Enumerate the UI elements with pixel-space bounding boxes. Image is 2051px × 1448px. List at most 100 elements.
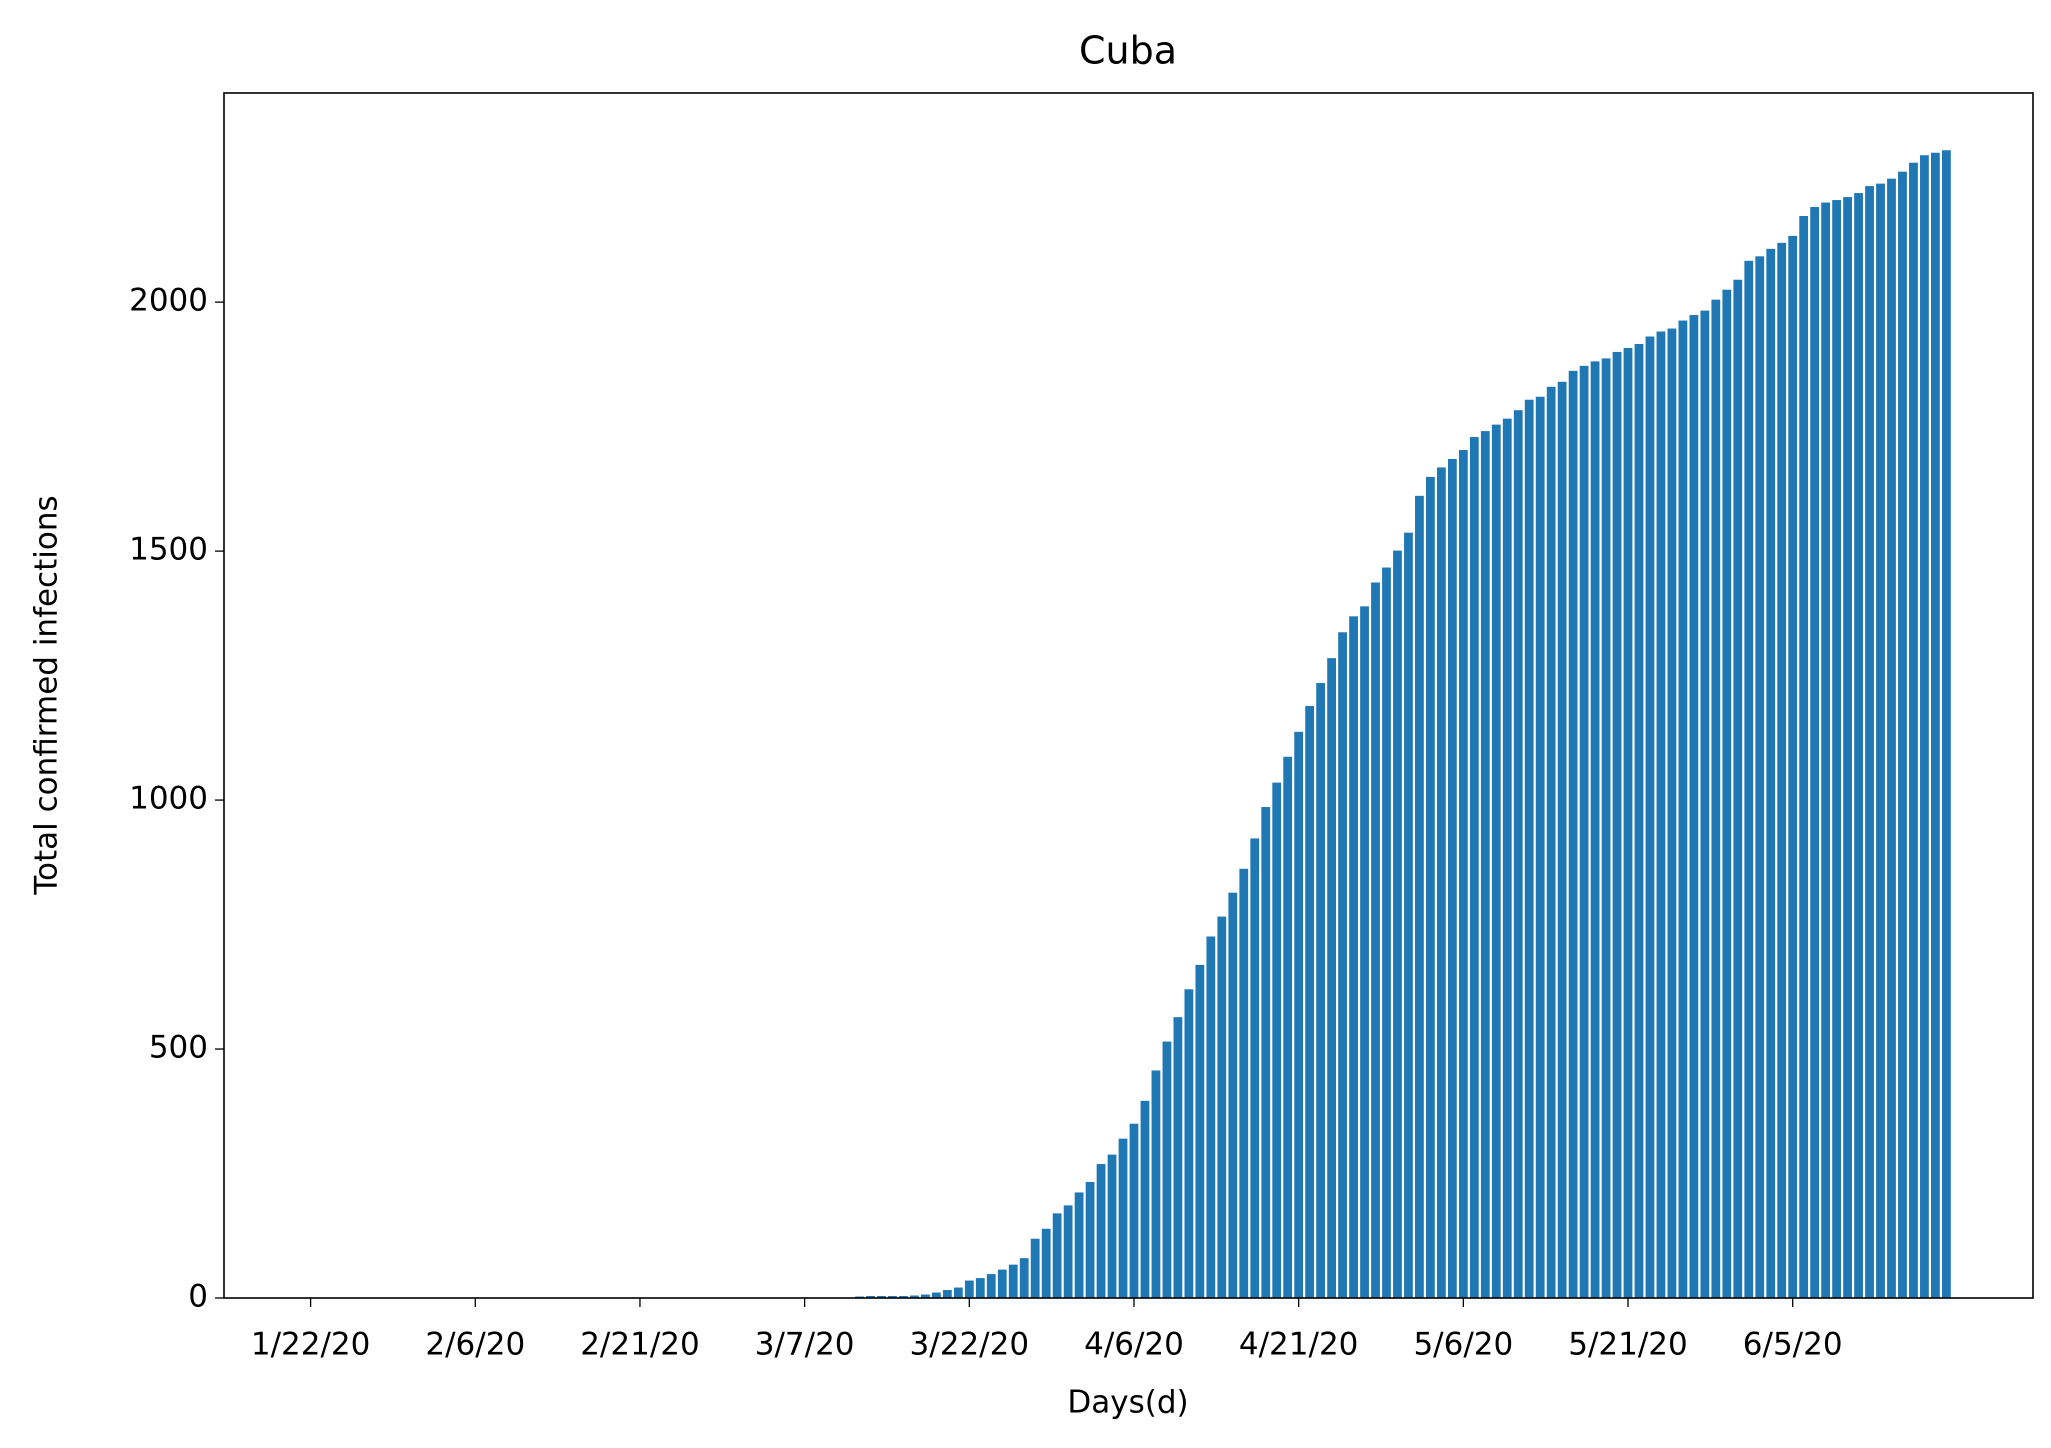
bar xyxy=(1283,756,1293,1298)
bar xyxy=(1931,152,1940,1298)
x-tick-label: 5/6/20 xyxy=(1413,1327,1513,1363)
bar xyxy=(1645,336,1655,1299)
bar xyxy=(1360,606,1369,1298)
bar xyxy=(1865,186,1874,1298)
bar xyxy=(1382,567,1391,1298)
y-axis-label: Total confirmed infections xyxy=(29,495,65,895)
bar xyxy=(1711,299,1721,1298)
bar xyxy=(899,1296,908,1298)
x-tick-label: 6/5/20 xyxy=(1743,1327,1843,1363)
bar xyxy=(1678,320,1688,1298)
bar xyxy=(1579,365,1589,1298)
bar xyxy=(931,1292,941,1298)
bar xyxy=(1524,399,1534,1298)
bar xyxy=(1327,658,1336,1298)
x-tick-label: 5/21/20 xyxy=(1568,1327,1688,1363)
bar xyxy=(964,1280,974,1298)
bar xyxy=(1415,495,1424,1299)
bar xyxy=(910,1295,919,1298)
bar xyxy=(1184,989,1194,1298)
bar xyxy=(1217,916,1227,1298)
y-tick-label: 1000 xyxy=(129,781,208,817)
bar xyxy=(877,1296,886,1298)
bar xyxy=(1546,386,1556,1298)
bar xyxy=(1404,532,1413,1298)
bar xyxy=(1305,705,1315,1298)
bar xyxy=(1491,424,1501,1298)
bar xyxy=(1876,183,1885,1298)
bar xyxy=(866,1296,875,1298)
bar xyxy=(1436,467,1446,1298)
y-tick-label: 1500 xyxy=(129,532,208,568)
bar xyxy=(1206,936,1216,1298)
bar xyxy=(1118,1138,1128,1298)
bar xyxy=(1371,582,1380,1298)
x-tick-label: 3/22/20 xyxy=(910,1327,1030,1363)
bar xyxy=(1469,437,1479,1298)
bar xyxy=(1590,361,1600,1298)
bar xyxy=(1458,450,1468,1299)
bar xyxy=(921,1294,930,1298)
bar xyxy=(1272,782,1282,1298)
bar xyxy=(1612,351,1622,1298)
bar xyxy=(1008,1264,1018,1298)
bar xyxy=(1568,370,1578,1298)
bar xyxy=(888,1296,897,1298)
bar xyxy=(1140,1100,1150,1298)
y-tick-label: 0 xyxy=(188,1279,208,1315)
bar xyxy=(1447,458,1457,1298)
bar xyxy=(1316,683,1326,1298)
bar xyxy=(1250,838,1260,1298)
chart-title: Cuba xyxy=(1079,29,1177,73)
bar xyxy=(1030,1238,1040,1298)
bar xyxy=(1810,207,1820,1298)
y-tick-label: 2000 xyxy=(129,283,208,319)
x-tick-label: 2/6/20 xyxy=(425,1327,525,1363)
bar xyxy=(1107,1154,1117,1298)
bar xyxy=(1689,315,1699,1299)
bar xyxy=(1623,347,1633,1298)
bar xyxy=(1843,197,1852,1299)
x-axis-label: Days(d) xyxy=(1067,1385,1188,1421)
bar xyxy=(1041,1228,1051,1298)
bar xyxy=(942,1290,952,1298)
bar xyxy=(953,1287,963,1298)
bar xyxy=(1920,155,1929,1299)
bar xyxy=(1557,381,1567,1299)
bar xyxy=(1096,1164,1106,1298)
bar xyxy=(1634,343,1644,1298)
bar xyxy=(1777,242,1787,1299)
bar xyxy=(1755,256,1765,1299)
bar xyxy=(1338,632,1347,1298)
bar xyxy=(1162,1041,1172,1298)
x-tick-label: 1/22/20 xyxy=(251,1327,371,1363)
bar xyxy=(975,1278,985,1298)
bar xyxy=(1480,431,1490,1298)
bar xyxy=(1700,310,1710,1298)
y-tick-label: 500 xyxy=(149,1030,208,1066)
bar xyxy=(1426,476,1435,1299)
bar xyxy=(986,1274,996,1298)
plot-frame xyxy=(223,92,2034,1299)
bar xyxy=(1535,396,1545,1299)
bar xyxy=(1239,868,1249,1298)
bar xyxy=(1667,328,1677,1299)
bar xyxy=(1722,289,1732,1298)
bar xyxy=(1228,892,1238,1298)
bar xyxy=(1349,616,1358,1298)
bar xyxy=(1393,550,1402,1298)
bar xyxy=(1129,1123,1139,1298)
bar xyxy=(1052,1213,1062,1298)
bar xyxy=(1656,331,1666,1298)
bar xyxy=(1733,279,1743,1298)
bar xyxy=(1788,235,1798,1299)
bar xyxy=(1151,1070,1161,1298)
bar xyxy=(1173,1017,1183,1298)
bar xyxy=(1898,171,1907,1298)
bar xyxy=(1261,807,1271,1298)
bar xyxy=(1821,202,1831,1299)
bar xyxy=(1766,248,1776,1299)
bar xyxy=(1744,260,1754,1298)
bar xyxy=(997,1269,1007,1298)
